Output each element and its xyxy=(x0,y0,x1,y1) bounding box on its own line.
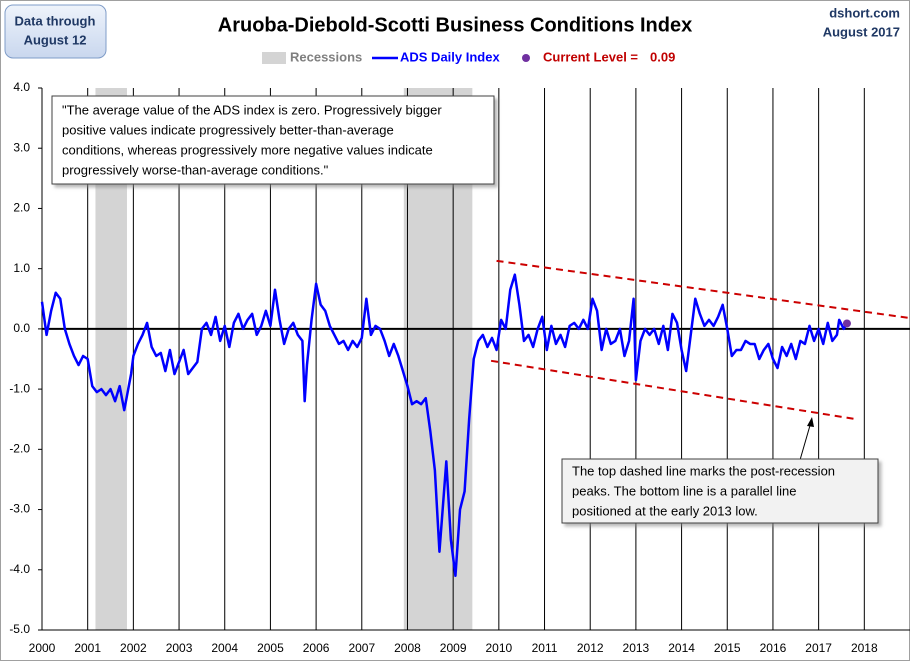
x-tick-label: 2011 xyxy=(532,641,558,655)
y-tick-label: -3.0 xyxy=(9,502,30,516)
x-tick-label: 2007 xyxy=(348,641,375,655)
trend-line xyxy=(496,259,910,320)
x-tick-label: 2002 xyxy=(120,641,147,655)
x-tick-label: 2013 xyxy=(623,641,650,655)
legend-label: ADS Daily Index xyxy=(400,49,500,64)
y-tick-label: 0.0 xyxy=(13,321,30,335)
x-tick-label: 2004 xyxy=(211,641,238,655)
note-box xyxy=(4,4,107,59)
x-tick-label: 2005 xyxy=(257,641,284,655)
y-tick-label: 3.0 xyxy=(13,140,30,154)
x-tick-label: 2015 xyxy=(714,641,741,655)
x-tick-label: 2001 xyxy=(74,641,101,655)
legend-swatch xyxy=(262,52,286,64)
y-tick-label: -1.0 xyxy=(9,381,30,395)
quote-box: "The average value of the ADS index is z… xyxy=(51,95,495,185)
quote-text: "The average value of the ADS index is z… xyxy=(62,102,442,117)
x-tick-label: 2012 xyxy=(577,641,604,655)
x-tick-label: 2006 xyxy=(303,641,330,655)
callout-text: The top dashed line marks the post-reces… xyxy=(572,463,835,478)
quote-text: progressively worse-than-average conditi… xyxy=(62,162,329,177)
current-level-value: 0.09 xyxy=(650,49,675,64)
x-tick-label: 2018 xyxy=(851,641,878,655)
y-tick-label: 4.0 xyxy=(13,80,30,94)
quote-text: positive values indicate progressively b… xyxy=(62,122,394,137)
x-tick-label: 2014 xyxy=(668,641,695,655)
x-tick-label: 2016 xyxy=(760,641,787,655)
callout-frame xyxy=(561,458,879,524)
callout-arrowhead xyxy=(807,417,814,427)
callout-text: peaks. The bottom line is a parallel lin… xyxy=(572,483,797,498)
legend-swatch xyxy=(522,54,530,62)
y-tick-label: -5.0 xyxy=(9,622,30,636)
current-level-point xyxy=(842,319,851,328)
x-tick-label: 2000 xyxy=(29,641,56,655)
x-tick-label: 2010 xyxy=(485,641,512,655)
callout-arrow xyxy=(799,421,812,461)
data-line xyxy=(40,273,849,578)
y-tick-label: -4.0 xyxy=(9,562,30,576)
y-tick-label: 2.0 xyxy=(13,201,30,215)
x-tick-label: 2008 xyxy=(394,641,421,655)
note-text: August 12 xyxy=(24,32,87,47)
y-tick-label: 1.0 xyxy=(13,261,30,275)
quote-frame xyxy=(51,95,495,185)
callout-box: The top dashed line marks the post-reces… xyxy=(561,417,879,524)
x-tick-label: 2017 xyxy=(805,641,832,655)
quote-text: conditions, whereas progressively more n… xyxy=(62,142,433,157)
trend-line xyxy=(490,359,857,421)
source-text: August 2017 xyxy=(823,24,900,39)
x-tick-label: 2003 xyxy=(166,641,193,655)
note-text: Data through xyxy=(15,13,96,28)
legend-label: Current Level = xyxy=(543,49,638,64)
chart-title: Aruoba-Diebold-Scotti Business Condition… xyxy=(218,14,692,36)
source-text: dshort.com xyxy=(829,5,900,20)
callout-text: positioned at the early 2013 low. xyxy=(572,503,758,518)
y-tick-label: -2.0 xyxy=(9,442,30,456)
x-tick-label: 2009 xyxy=(440,641,467,655)
legend-label: Recessions xyxy=(290,49,362,64)
